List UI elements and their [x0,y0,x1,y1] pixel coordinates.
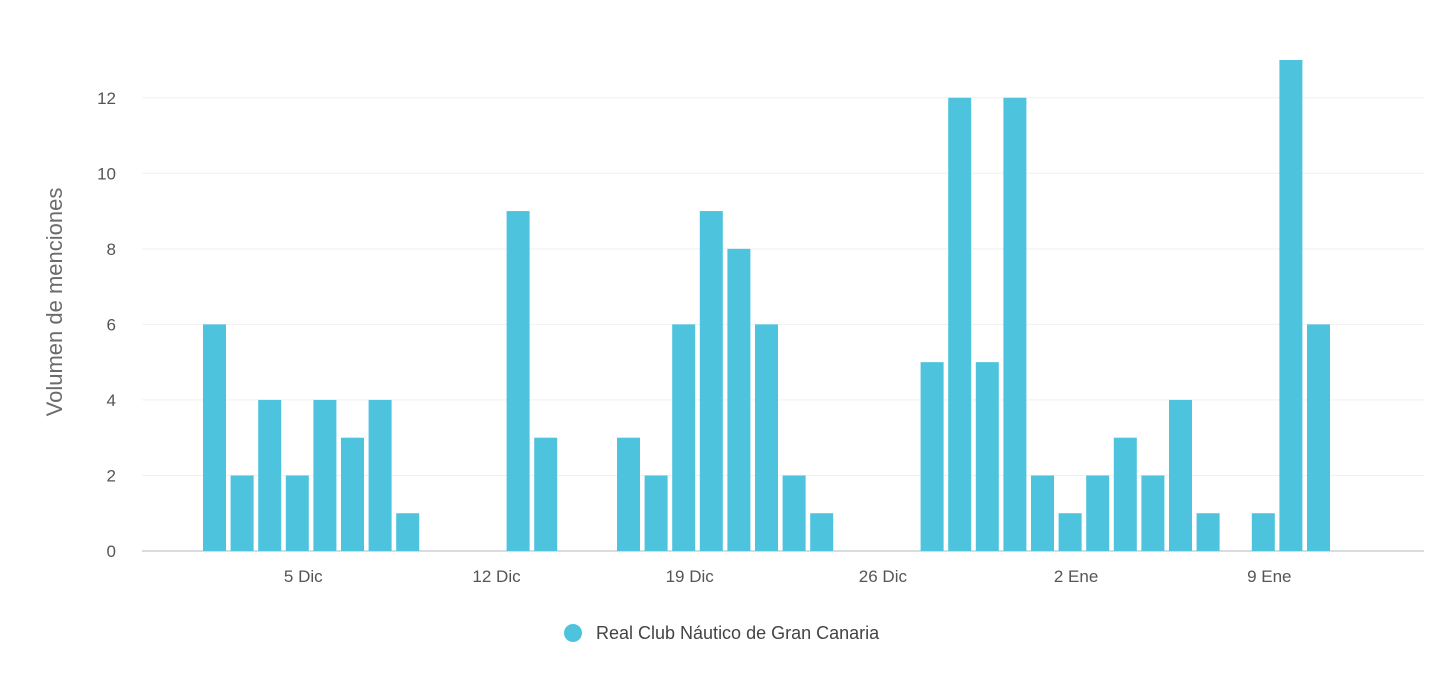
legend-label: Real Club Náutico de Gran Canaria [596,623,880,643]
bar[interactable] [810,513,834,551]
x-tick-label: 9 Ene [1247,567,1291,586]
bar[interactable] [313,399,337,551]
bar[interactable] [1169,399,1192,551]
bar[interactable] [506,211,530,552]
bar[interactable] [1058,513,1082,551]
y-tick-label: 8 [107,240,116,259]
bar[interactable] [258,399,282,551]
bar[interactable] [617,437,640,551]
y-tick-label: 12 [97,89,116,108]
bar[interactable] [1307,324,1330,551]
y-tick-label: 2 [107,466,116,485]
bar[interactable] [230,475,254,551]
bar[interactable] [948,97,972,552]
x-tick-label: 2 Ene [1054,567,1098,586]
y-tick-label: 6 [107,315,116,334]
bar[interactable] [285,475,309,551]
x-tick-label: 12 Dic [472,567,521,586]
bar[interactable] [1031,475,1054,551]
bar[interactable] [1141,475,1165,551]
axes: 0 2 4 6 8 10 12 5 Dic 12 Dic 19 Dic 26 Dic 2 Ene 9 E… [97,89,1291,586]
y-tick-label: 10 [97,164,116,183]
bar[interactable] [203,324,226,551]
bar[interactable] [672,324,696,551]
x-tick-label: 5 Dic [284,567,323,586]
x-tick-label: 26 Dic [859,567,908,586]
bar[interactable] [1251,513,1275,551]
bar[interactable] [644,475,668,551]
bar[interactable] [1113,437,1137,551]
y-tick-label: 4 [107,391,116,410]
bar[interactable] [975,362,999,551]
bar[interactable] [1279,60,1303,551]
bar[interactable] [920,362,944,551]
legend-swatch [564,624,582,642]
bar[interactable] [727,248,751,551]
x-tick-label: 19 Dic [666,567,715,586]
bar[interactable] [782,475,806,551]
bar[interactable] [396,513,420,551]
bar[interactable] [755,324,778,551]
legend[interactable]: Real Club Náutico de Gran Canaria [564,623,880,643]
bar[interactable] [368,399,392,551]
bar[interactable] [1086,475,1110,551]
bar[interactable] [699,211,723,552]
bars [203,60,1330,552]
bar[interactable] [1196,513,1220,551]
y-tick-label: 0 [107,542,116,561]
bar[interactable] [341,437,364,551]
bar[interactable] [1003,97,1027,552]
y-axis-title: Volumen de menciones [42,188,67,417]
bar[interactable] [534,437,558,551]
